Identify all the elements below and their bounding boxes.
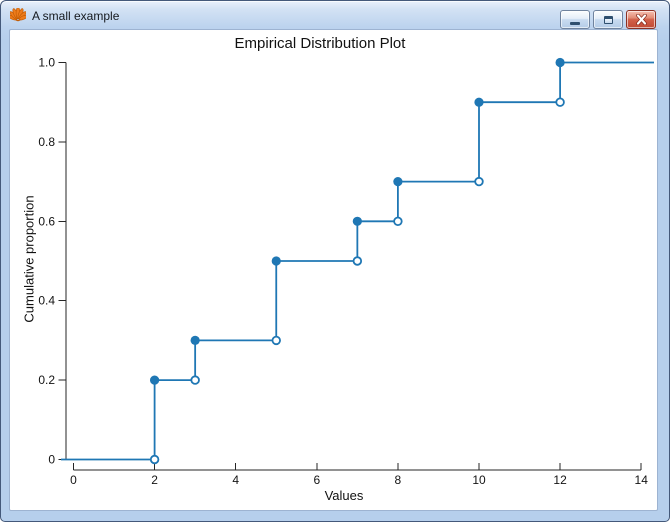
point-marker <box>474 97 484 107</box>
maximize-icon <box>603 15 613 24</box>
x-tick-label: 2 <box>151 473 158 487</box>
chart-title: Empirical Distribution Plot <box>234 35 406 52</box>
x-tick-label: 12 <box>553 473 567 487</box>
y-tick-label: 0.6 <box>38 214 55 228</box>
y-axis-label: Cumulative proportion <box>21 195 37 323</box>
open-marker <box>393 216 403 226</box>
point-marker <box>352 216 362 226</box>
ecdf-line <box>61 61 654 461</box>
plot-canvas: Empirical Distribution Plot 0 0.2 0.4 0.6 0.… <box>10 30 657 510</box>
open-marker <box>271 335 281 346</box>
y-tick-label: 0.4 <box>38 294 55 308</box>
y-tick-label: 1.0 <box>38 56 55 70</box>
x-axis-label: Values <box>324 488 364 503</box>
close-icon <box>635 14 647 25</box>
open-marker <box>190 375 200 385</box>
open-marker <box>555 97 565 107</box>
open-marker <box>474 176 484 187</box>
point-marker <box>271 256 281 266</box>
open-marker <box>352 256 363 266</box>
window-title: A small example <box>32 8 120 23</box>
close-button[interactable] <box>626 10 656 29</box>
point-marker <box>190 335 200 345</box>
x-tick-label: 4 <box>232 473 239 487</box>
open-marker <box>149 454 160 465</box>
x-tick-label: 0 <box>70 473 77 487</box>
point-marker <box>150 375 160 385</box>
y-tick-label: 0.2 <box>38 373 55 387</box>
x-tick-label: 14 <box>635 473 649 487</box>
shell-icon <box>8 6 28 24</box>
y-tick-label: 0.8 <box>38 135 55 149</box>
minimize-icon <box>570 22 580 25</box>
ecdf-chart: 0 0.2 0.4 0.6 0.8 1.0 0 2 4 6 8 10 12 14 <box>38 56 654 487</box>
x-tick-label: 8 <box>395 473 402 487</box>
y-tick-label: 0 <box>48 453 55 467</box>
minimize-button[interactable] <box>560 10 590 29</box>
titlebar[interactable]: A small example <box>1 1 669 30</box>
x-tick-label: 6 <box>313 473 320 487</box>
window-controls <box>560 10 656 29</box>
point-marker <box>393 177 403 187</box>
point-marker <box>555 57 565 68</box>
maximize-button[interactable] <box>593 10 623 29</box>
x-tick-label: 10 <box>472 473 486 487</box>
